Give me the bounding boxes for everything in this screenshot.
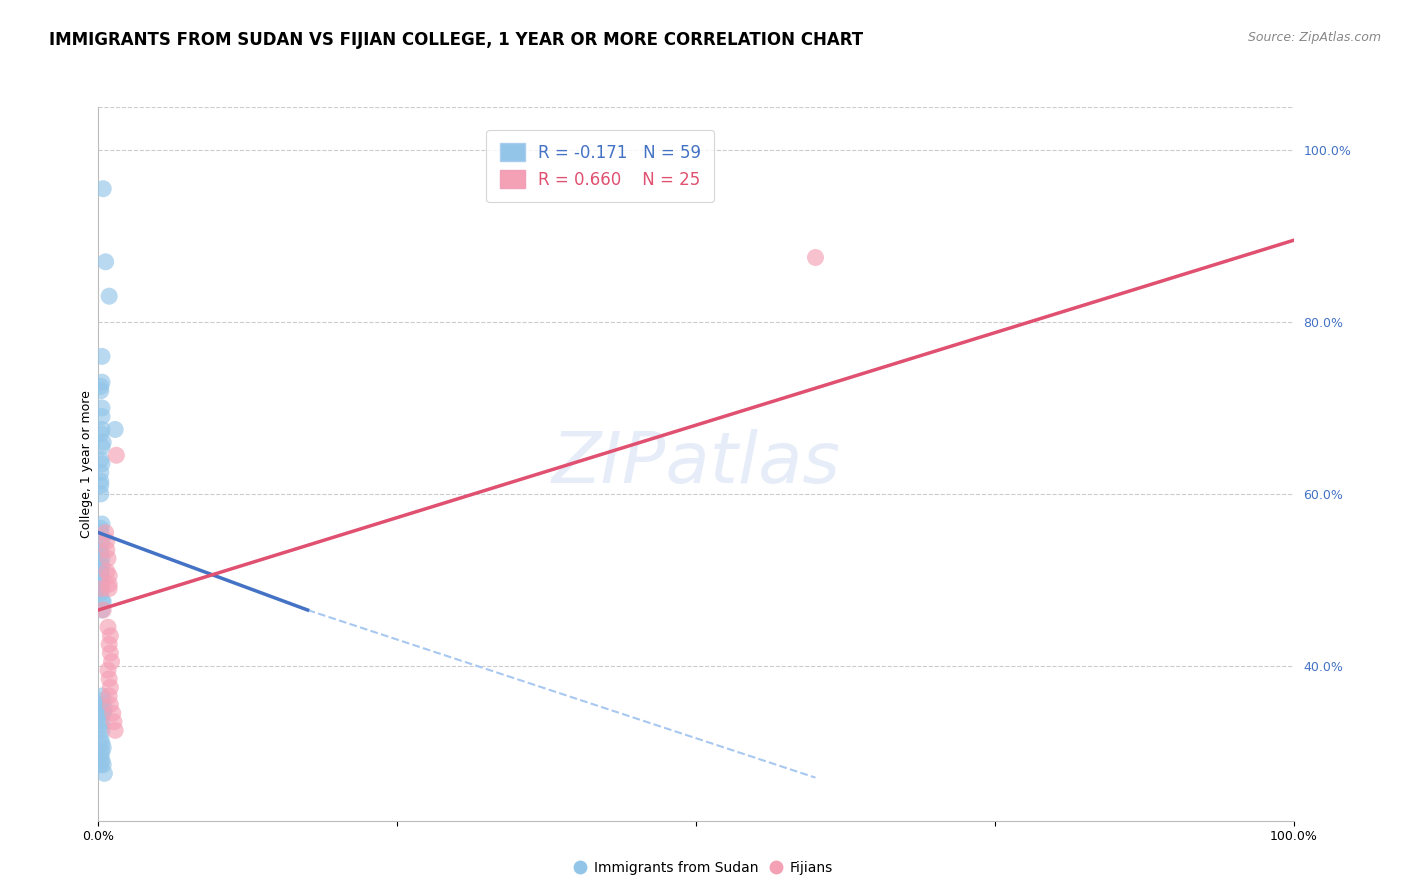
Point: [93, 702, 115, 716]
Point: [100, 655, 122, 669]
Point: [90, 521, 112, 535]
Point: [91, 182, 114, 196]
Point: [90, 384, 112, 398]
Point: [97, 663, 120, 677]
Point: [96, 534, 118, 549]
Point: [96, 542, 118, 557]
Point: [90, 719, 112, 733]
Point: [91, 594, 114, 608]
Point: [98, 637, 121, 651]
Point: [91, 573, 114, 587]
Point: [104, 723, 127, 738]
Point: [90, 757, 112, 772]
Point: [90, 568, 112, 582]
Point: [90, 478, 112, 492]
Point: [90, 577, 112, 591]
Point: [96, 564, 118, 578]
Point: [91, 435, 114, 450]
Point: [90, 525, 112, 540]
Point: [94, 525, 117, 540]
Point: [91, 740, 114, 755]
Point: [90, 564, 112, 578]
Point: [91, 457, 114, 471]
Y-axis label: College, 1 year or more: College, 1 year or more: [80, 390, 93, 538]
Point: [91, 560, 114, 574]
Point: [91, 516, 114, 531]
Point: [104, 422, 127, 436]
Legend: Immigrants from Sudan, Fijians: Immigrants from Sudan, Fijians: [567, 855, 839, 880]
Point: [91, 706, 114, 721]
Point: [90, 556, 112, 570]
Point: [98, 582, 121, 596]
Point: [97, 551, 120, 566]
Point: [91, 754, 114, 768]
Point: [91, 693, 114, 707]
Point: [105, 448, 128, 462]
Point: [101, 706, 124, 721]
Point: [93, 766, 115, 780]
Point: [91, 689, 114, 703]
Legend: R = -0.171   N = 59, R = 0.660    N = 25: R = -0.171 N = 59, R = 0.660 N = 25: [486, 129, 714, 202]
Point: [98, 672, 121, 686]
Point: [97, 620, 120, 634]
Point: [90, 426, 112, 441]
Point: [91, 582, 114, 596]
Point: [91, 757, 114, 772]
Text: Source: ZipAtlas.com: Source: ZipAtlas.com: [1247, 31, 1381, 45]
Point: [804, 251, 827, 265]
Point: [91, 440, 114, 454]
Point: [91, 736, 114, 750]
Point: [90, 731, 112, 746]
Point: [98, 568, 121, 582]
Point: [90, 586, 112, 600]
Point: [98, 289, 121, 303]
Point: [94, 254, 117, 268]
Point: [90, 487, 112, 501]
Point: [98, 698, 122, 712]
Point: [90, 474, 112, 488]
Point: [90, 466, 112, 480]
Point: [91, 603, 114, 617]
Point: [90, 582, 112, 596]
Point: [91, 409, 114, 424]
Point: [91, 706, 114, 721]
Point: [98, 646, 122, 660]
Point: [103, 714, 125, 729]
Point: [98, 681, 122, 695]
Point: [90, 542, 112, 557]
Point: [98, 689, 121, 703]
Point: [90, 577, 112, 591]
Point: [91, 551, 114, 566]
Point: [98, 629, 122, 643]
Point: [90, 749, 112, 764]
Point: [90, 452, 112, 467]
Point: [91, 401, 114, 415]
Point: [91, 723, 114, 738]
Point: [90, 564, 112, 578]
Point: [90, 568, 112, 582]
Point: [91, 714, 114, 729]
Point: [91, 745, 114, 759]
Point: [91, 422, 114, 436]
Point: [90, 547, 112, 561]
Point: [91, 594, 114, 608]
Point: [98, 577, 121, 591]
Text: ZIPatlas: ZIPatlas: [551, 429, 841, 499]
Point: [91, 375, 114, 389]
Point: [90, 698, 112, 712]
Point: [91, 603, 114, 617]
Text: IMMIGRANTS FROM SUDAN VS FIJIAN COLLEGE, 1 YEAR OR MORE CORRELATION CHART: IMMIGRANTS FROM SUDAN VS FIJIAN COLLEGE,…: [49, 31, 863, 49]
Point: [91, 534, 114, 549]
Point: [90, 379, 112, 393]
Point: [91, 350, 114, 364]
